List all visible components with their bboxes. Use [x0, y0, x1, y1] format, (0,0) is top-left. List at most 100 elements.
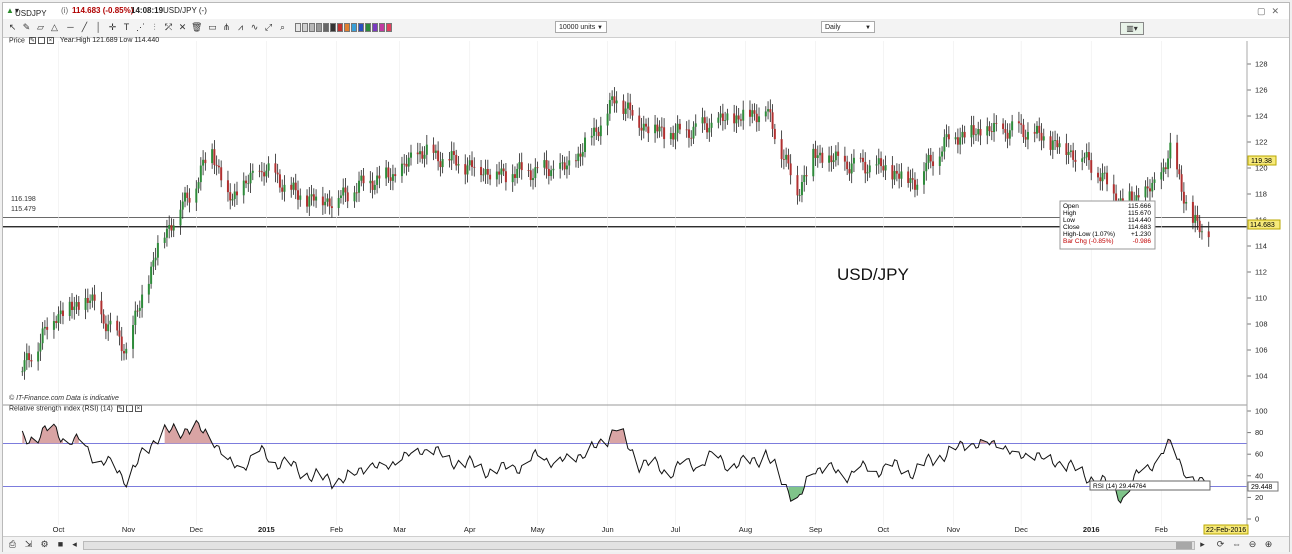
candle-body — [927, 154, 930, 163]
candle-body — [606, 113, 609, 126]
candle-body — [1180, 174, 1183, 192]
diagonal-icon[interactable]: ⤢ — [264, 22, 273, 32]
candle-body — [803, 175, 806, 182]
regression-icon[interactable]: ⩘ — [237, 22, 244, 32]
hline-label-2: 115.479 — [11, 206, 36, 213]
rsi-line[interactable] — [21, 419, 1210, 504]
color-swatch-2[interactable] — [302, 23, 308, 32]
print-icon[interactable]: ⎙ — [8, 539, 17, 549]
triangle-tool-icon[interactable]: △ — [51, 22, 58, 32]
candle-body — [489, 174, 492, 180]
color-swatch-1[interactable] — [295, 23, 301, 32]
color-swatch-7[interactable] — [337, 23, 343, 32]
price-tick-label: 120 — [1255, 164, 1268, 173]
chevron-down-icon: ▼ — [865, 25, 871, 31]
close-icon[interactable]: × — [46, 37, 54, 44]
candle-body — [660, 126, 663, 128]
color-swatch-14[interactable] — [386, 23, 392, 32]
fan-tool-icon[interactable]: ⋰ — [136, 22, 145, 32]
candle-body — [656, 124, 659, 132]
period-dropdown[interactable]: Daily ▼ — [821, 21, 875, 33]
symbol-dropdown[interactable]: USDJPY ▾ — [15, 6, 47, 18]
color-swatch-5[interactable] — [323, 23, 329, 32]
channel-icon[interactable]: ▭ — [208, 22, 217, 32]
scroll-left-icon[interactable]: ◂ — [72, 539, 77, 549]
candle-body — [498, 171, 501, 175]
color-swatch-9[interactable] — [351, 23, 357, 32]
candle-body — [527, 170, 530, 171]
color-swatch-3[interactable] — [309, 23, 315, 32]
candle-body — [963, 131, 966, 138]
trendline-icon[interactable]: ╱ — [81, 22, 88, 32]
candle-body — [25, 353, 28, 361]
gann-icon[interactable]: ✕ — [178, 22, 187, 32]
pencil-icon[interactable]: ✎ — [28, 37, 36, 44]
trash-icon[interactable]: 🗑 — [191, 22, 203, 32]
candle-body — [771, 112, 774, 129]
candle-body — [41, 328, 44, 344]
candle-body — [1185, 201, 1188, 204]
crosshair-icon[interactable]: ✛ — [108, 22, 117, 32]
time-tick-label: Jul — [671, 525, 681, 534]
candle-body — [733, 113, 736, 124]
cycle-icon[interactable]: ∿ — [250, 22, 259, 32]
maximize-icon[interactable] — [37, 37, 45, 44]
candle-body — [916, 184, 919, 190]
info-icon[interactable]: (i) — [61, 6, 69, 15]
window-controls[interactable]: ▢✕ — [1256, 6, 1285, 16]
color-swatch-6[interactable] — [330, 23, 336, 32]
text-tool-icon[interactable]: T — [123, 22, 130, 32]
chart-type-icon[interactable]: ▥▾ — [1120, 22, 1144, 35]
candle-body — [577, 153, 580, 162]
units-dropdown[interactable]: 10000 units ▼ — [555, 21, 607, 33]
color-swatch-10[interactable] — [358, 23, 364, 32]
scrollbar-thumb[interactable] — [1176, 542, 1192, 549]
candle-body — [520, 162, 523, 171]
scroll-right-icon[interactable]: ▸ — [1200, 539, 1205, 549]
bottom-scrollbar[interactable]: ⎙ ⇲ ⚙ ■ ◂ ▸ ⟳ ⇔ ⊖ ⊕ — [3, 536, 1289, 552]
fibonacci-icon[interactable]: ⫶ — [153, 22, 156, 32]
export-icon[interactable]: ⇲ — [24, 539, 33, 549]
vline-tool-icon[interactable]: │ — [95, 22, 102, 32]
ruler-icon[interactable]: ▱ — [37, 22, 44, 32]
cursor-icon[interactable]: ↖ — [8, 22, 17, 32]
color-swatch-4[interactable] — [316, 23, 322, 32]
candle-body — [742, 109, 745, 121]
settings-icon[interactable]: ⚙ — [40, 539, 49, 549]
arrows-icon[interactable]: ⤱ — [164, 22, 173, 32]
zoom-out-icon[interactable]: ⊖ — [1248, 539, 1257, 549]
zoom-in-icon[interactable]: ⊕ — [1264, 539, 1273, 549]
refresh-icon[interactable]: ⟳ — [1216, 539, 1225, 549]
color-swatch-8[interactable] — [344, 23, 350, 32]
candle-body — [852, 157, 855, 164]
candle-body — [400, 163, 403, 177]
candle-body — [1200, 231, 1203, 233]
candle-body — [46, 326, 49, 330]
pencil-icon[interactable]: ✎ — [22, 22, 31, 32]
color-swatch-11[interactable] — [365, 23, 371, 32]
rsi-last-tag: 29.448 — [1247, 481, 1279, 492]
scrollbar-track[interactable] — [83, 541, 1195, 550]
hline-label-1: 116.198 — [11, 196, 36, 203]
stop-icon[interactable]: ■ — [57, 539, 64, 549]
ohlc-tooltip: Open 115.666 High 115.670 Low 114.440 Cl… — [1059, 200, 1156, 250]
candle-body — [1153, 179, 1156, 183]
candle-body — [800, 181, 803, 196]
candle-body — [308, 196, 311, 207]
color-swatch-13[interactable] — [379, 23, 385, 32]
candle-body — [1051, 140, 1054, 150]
pitchfork-icon[interactable]: ⋔ — [222, 22, 231, 32]
tooltip-close-value: 114.683 — [1128, 224, 1151, 231]
candle-body — [247, 183, 250, 185]
chart-canvas[interactable]: 128126124122120118116114112110108106104 … — [3, 37, 1289, 535]
hline-tool-icon[interactable]: ─ — [67, 22, 74, 32]
candle-body — [719, 113, 722, 118]
fit-icon[interactable]: ⇔ — [1232, 539, 1241, 549]
zoom-icon[interactable]: ⌕ — [279, 22, 286, 32]
candle-body — [956, 137, 959, 145]
candle-body — [1099, 177, 1102, 182]
candle-body — [624, 108, 627, 114]
color-swatch-12[interactable] — [372, 23, 378, 32]
candle-body — [432, 144, 435, 153]
candle-body — [913, 179, 916, 190]
